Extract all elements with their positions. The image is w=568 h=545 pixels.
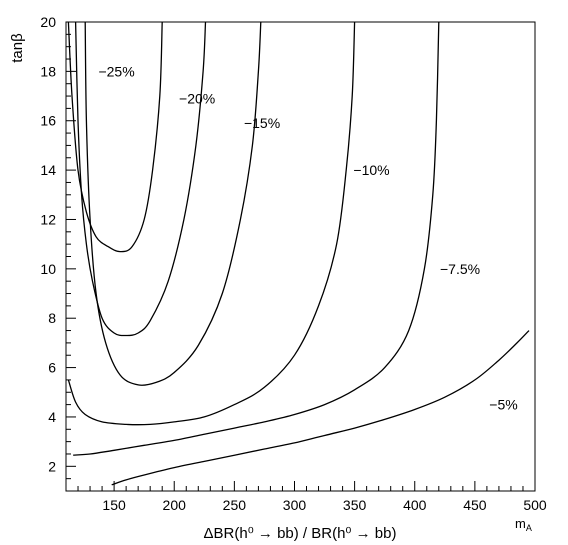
y-tick-label: 2 [48,458,56,474]
axis-tick-labels: 150 200 250 300 350 400 450 500 2 4 6 8 10 12 14 16 18 20 [40,14,546,513]
y-tick-label: 12 [40,211,56,227]
y-axis-title: tanβ [9,33,26,63]
contour-label: −20% [179,91,215,107]
x-tick-label: 350 [343,497,367,513]
x-tick-label: 300 [283,497,307,513]
y-tick-label: 8 [48,310,56,326]
y-tick-label: 4 [48,409,56,425]
contour-line [67,21,163,253]
y-tick-label: 20 [40,14,56,30]
contour-label: −25% [98,63,134,79]
contour-lines [67,21,530,486]
y-tick-label: 14 [40,162,56,178]
y-tick-label: 6 [48,360,56,376]
x-tick-label: 150 [102,497,126,513]
contour-labels: −25% −20% −15% −10% −7.5% −5% [98,63,517,412]
contour-line [73,21,440,456]
x-axis-corner-label: mA [515,516,532,533]
y-tick-label: 10 [40,261,56,277]
contour-label: −5% [489,397,517,413]
x-tick-label: 250 [223,497,247,513]
x-tick-label: 450 [463,497,487,513]
x-axis-title: ΔBR(h⁰ → bb) / BR(h⁰ → bb) [204,525,397,542]
x-tick-label: 400 [403,497,427,513]
contour-label: −15% [244,115,280,131]
contour-line [74,21,207,337]
contour-label: −10% [353,162,389,178]
axis-ticks [65,21,536,492]
contour-line [67,21,356,426]
x-tick-label: 500 [523,497,547,513]
x-tick-label: 200 [163,497,187,513]
y-tick-label: 18 [40,63,56,79]
y-tick-label: 16 [40,113,56,129]
contour-line [111,330,530,486]
plot-frame [65,21,536,492]
contour-line [84,21,262,386]
contour-label: −7.5% [440,261,480,277]
